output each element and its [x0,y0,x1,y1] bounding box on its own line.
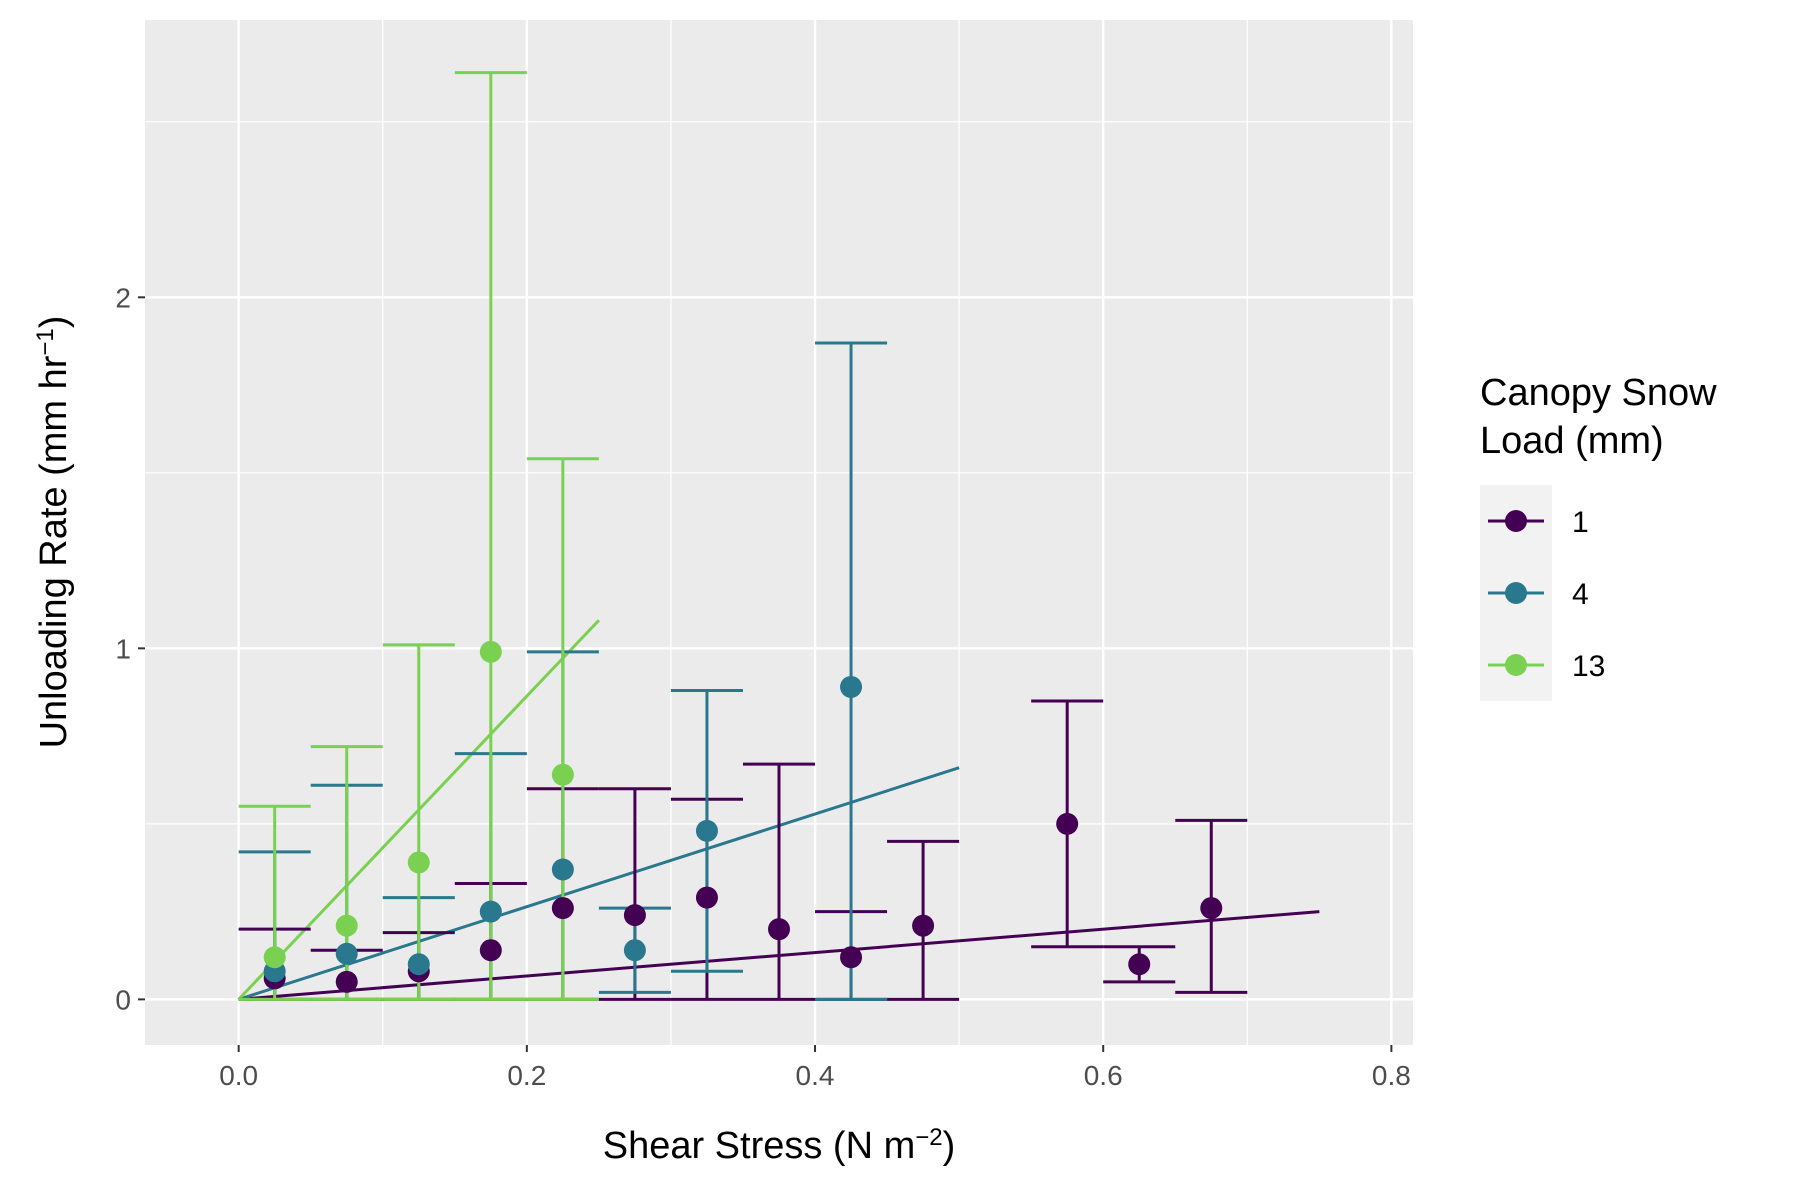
point-series-1 [1200,897,1223,920]
x-tick-label: 0.8 [1372,1060,1411,1091]
point-series-1 [912,914,935,937]
legend-items: 1 4 13 [1488,506,1605,683]
point-series-4 [695,819,718,842]
legend-label: 1 [1572,506,1589,539]
errorbar-series-4 [815,341,888,1001]
point-series-13 [407,851,430,874]
legend-title-line1: Canopy Snow [1480,372,1717,414]
y-tick-label: 1 [115,633,131,664]
x-tick-label: 0.0 [219,1060,258,1091]
point-series-4 [335,942,358,965]
point-series-1 [335,970,358,993]
point-series-4 [551,858,574,881]
errorbar-series-1 [742,762,816,1001]
legend-key-point [1505,510,1527,532]
x-tick-label: 0.6 [1084,1060,1123,1091]
legend-item-13: 13 [1488,650,1605,683]
y-tick-label: 0 [115,984,131,1015]
grid-major [145,20,1413,1045]
data-points [263,640,1223,993]
x-tick-label: 0.4 [796,1060,835,1091]
legend-item-4: 4 [1488,578,1589,611]
point-series-13 [263,946,286,969]
point-series-1 [551,897,574,920]
point-series-4 [623,939,646,962]
point-series-1 [623,904,646,927]
legend: Canopy Snow Load (mm) 1 4 13 [1480,372,1717,701]
point-series-4 [479,900,502,923]
point-series-1 [479,939,502,962]
y-axis: 0 1 2 [115,282,145,1015]
point-series-1 [768,918,790,941]
errorbar-series-13 [382,643,455,1001]
point-series-13 [551,763,574,786]
point-series-1 [1056,812,1079,835]
point-series-1 [1128,953,1151,976]
x-axis-title-superscript: −2 [915,1124,942,1151]
legend-label: 13 [1572,650,1605,683]
x-tick-label: 0.2 [507,1060,546,1091]
y-axis-title: Unloading Rate (mm hr−1) [32,316,76,749]
y-axis-title-superscript: −1 [32,328,59,355]
point-series-13 [479,640,502,663]
legend-title-line2: Load (mm) [1480,420,1664,462]
legend-key-point [1505,582,1527,604]
y-tick-label: 2 [115,282,131,313]
point-series-1 [840,946,863,969]
errorbar-series-13 [454,71,527,1001]
fit-line-series-4 [238,766,960,1001]
legend-item-1: 1 [1488,506,1589,539]
legend-label: 4 [1572,578,1589,611]
x-axis: 0.0 0.2 0.4 0.6 0.8 [219,1045,1411,1091]
point-series-13 [335,914,358,937]
point-series-4 [407,953,430,976]
point-series-4 [840,675,863,698]
legend-key-point [1505,654,1527,676]
point-series-1 [695,886,718,909]
x-axis-title: Shear Stress (N m−2) [603,1124,956,1168]
grid-minor [145,20,1413,1045]
